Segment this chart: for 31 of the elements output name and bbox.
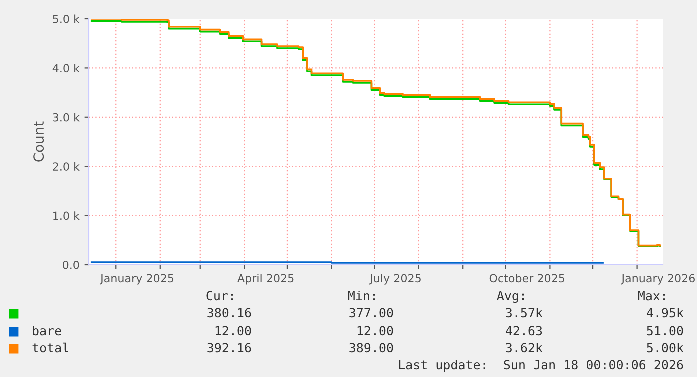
text: 389.00: [350, 343, 394, 353]
text: 3.57k: [506, 308, 543, 318]
x-tick-label: January 2026: [621, 274, 695, 285]
text: 4.95k: [646, 308, 684, 318]
text: 380.16: [208, 308, 252, 318]
text: 377.00: [350, 308, 394, 318]
y-tick-label: 1.0 k: [54, 212, 80, 220]
x-tick-label: April 2025: [238, 274, 294, 285]
text: 12.00: [216, 326, 252, 336]
y-tick-label: 4.0 k: [52, 64, 80, 73]
y-tick-label: 2.0 k: [53, 162, 80, 171]
x-tick-label: July 2025: [370, 274, 421, 285]
text: Last update: Sun Jan 18 00:00:06 2026: [399, 360, 684, 372]
legend-label: bare: [33, 326, 62, 336]
text: 3.62k: [506, 342, 543, 353]
text: Cur:: [206, 291, 233, 301]
text: Avg:: [497, 291, 524, 304]
x-tick-label: October 2025: [490, 274, 565, 283]
x-tick-label: January 2025: [100, 274, 174, 285]
text: 51.00: [647, 326, 684, 336]
text: Max:: [638, 291, 665, 301]
text: 42.63: [506, 326, 542, 336]
legend-label: total: [32, 342, 68, 353]
y-axis-title: Count: [34, 122, 44, 162]
text: 5.00k: [647, 342, 684, 353]
text: 392.16: [208, 343, 252, 353]
y-tick-label: 3.0 k: [53, 113, 80, 122]
text: 12.00: [358, 326, 394, 336]
text: Min:: [348, 290, 375, 300]
y-tick-label: 0.0: [63, 260, 80, 270]
y-tick-label: 5.0 k: [53, 14, 80, 24]
